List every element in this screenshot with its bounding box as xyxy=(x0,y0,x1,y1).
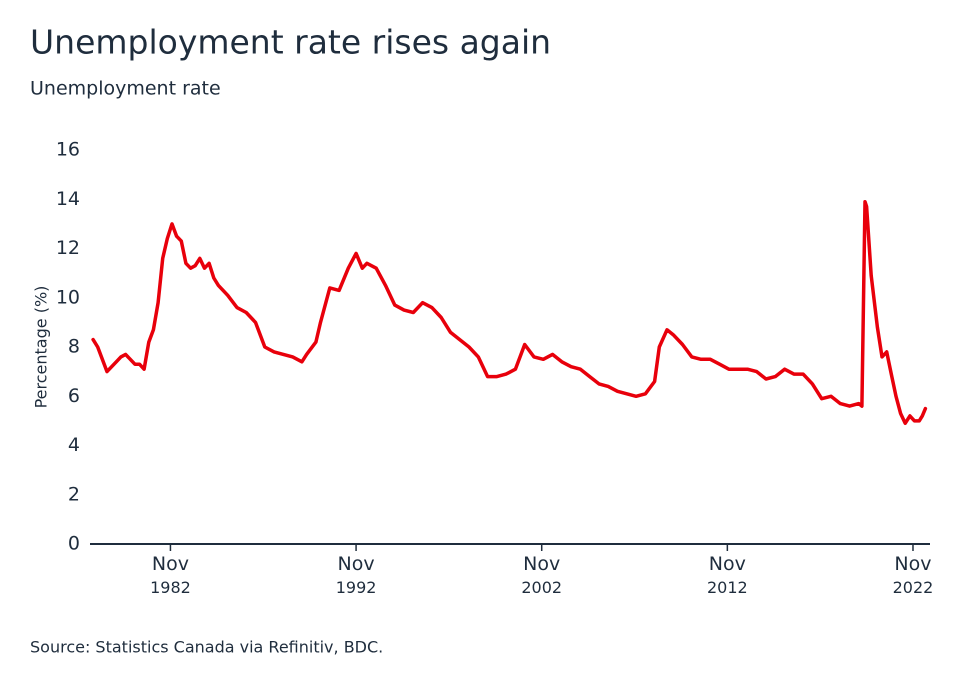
y-tick-label: 2 xyxy=(68,483,80,505)
x-tick-label: Nov 1992 xyxy=(336,553,377,597)
y-tick-label: 6 xyxy=(68,385,80,407)
y-axis-label: Percentage (%) xyxy=(32,286,51,409)
source-note: Source: Statistics Canada via Refinitiv,… xyxy=(30,638,383,657)
chart-title: Unemployment rate rises again xyxy=(30,23,551,62)
x-tick-label: Nov 2022 xyxy=(893,553,934,597)
y-tick-label: 10 xyxy=(56,286,80,308)
y-tick-label: 8 xyxy=(68,336,80,358)
data-line xyxy=(91,199,928,426)
chart-subtitle: Unemployment rate xyxy=(30,78,221,100)
y-tick-label: 0 xyxy=(68,533,80,555)
x-tick-label: Nov 2012 xyxy=(707,553,748,597)
x-tick-label: Nov 2002 xyxy=(521,553,562,597)
y-tick-label: 14 xyxy=(56,188,80,210)
x-tick-label: Nov 1982 xyxy=(150,553,191,597)
y-tick-label: 16 xyxy=(56,139,80,161)
y-tick-label: 4 xyxy=(68,434,80,456)
y-tick-label: 12 xyxy=(56,237,80,259)
